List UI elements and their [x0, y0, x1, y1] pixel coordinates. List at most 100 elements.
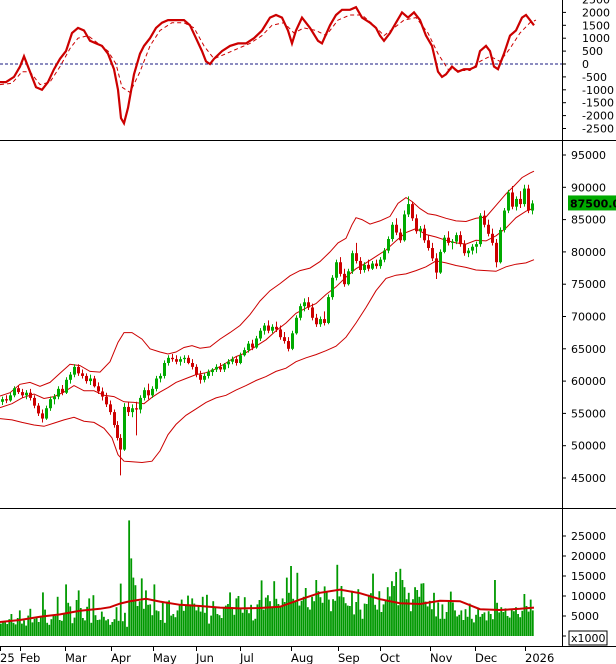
- last-price-badge: [568, 195, 616, 211]
- volume-bar: [361, 618, 364, 636]
- volume-bar: [412, 599, 414, 636]
- volume-bar: [475, 614, 477, 636]
- x-tick-label: 2026: [525, 651, 554, 664]
- candle-body: [116, 425, 119, 438]
- volume-bar: [370, 593, 372, 636]
- volume-bar: [252, 620, 255, 636]
- volume-bar: [241, 612, 244, 636]
- volume-bar: [233, 614, 236, 636]
- volume-bar: [105, 620, 107, 636]
- candle-body: [199, 374, 202, 380]
- volume-bar: [121, 621, 124, 636]
- volume-bar: [401, 580, 404, 636]
- volume-bar: [151, 615, 154, 636]
- candle-body: [371, 263, 374, 269]
- candle-body: [151, 388, 154, 396]
- candle-body: [77, 366, 80, 374]
- bollinger-upper-band: [0, 170, 535, 397]
- candle-body: [89, 378, 92, 382]
- candle-body: [21, 392, 24, 396]
- candle-body: [1, 399, 4, 402]
- candle-body: [295, 317, 298, 334]
- oscillator-tick-label: 1500: [582, 19, 610, 32]
- candle-body: [463, 244, 466, 254]
- volume-bar: [52, 615, 55, 636]
- last-price-label: 87500.00: [570, 197, 616, 210]
- volume-bar: [403, 587, 406, 636]
- volume-bar: [254, 618, 257, 636]
- candle-body: [109, 404, 112, 413]
- candle-body: [331, 277, 334, 298]
- candle-body: [303, 302, 306, 307]
- volume-bar: [176, 610, 179, 636]
- volume-bar: [14, 624, 17, 636]
- candle-body: [119, 437, 122, 450]
- volume-bar: [94, 615, 97, 636]
- x-tick-label: Sep: [338, 651, 360, 664]
- volume-bar: [325, 591, 328, 636]
- volume-bar: [88, 598, 91, 636]
- volume-bar: [199, 611, 202, 636]
- candle-body: [69, 374, 72, 380]
- volume-bar: [510, 608, 513, 636]
- candle-body: [131, 408, 134, 413]
- candle-body: [207, 372, 210, 376]
- volume-bar: [65, 584, 67, 636]
- candle-body: [53, 396, 56, 400]
- volume-bar: [319, 597, 322, 636]
- volume-bar: [180, 599, 183, 636]
- volume-bar: [279, 605, 282, 636]
- volume-bar: [39, 616, 42, 636]
- volume-bar: [50, 619, 53, 636]
- candle-body: [113, 412, 116, 426]
- volume-bar: [161, 602, 164, 636]
- volume-bar: [523, 594, 526, 636]
- volume-bar: [109, 624, 112, 636]
- volume-bar: [525, 606, 528, 636]
- volume-bar: [48, 624, 51, 636]
- volume-moving-average: [0, 588, 535, 623]
- volume-bar: [269, 601, 271, 636]
- candle-body: [271, 326, 274, 331]
- volume-bar: [285, 577, 288, 636]
- candle-body: [97, 386, 100, 392]
- volume-bar: [218, 615, 221, 636]
- candle-body: [239, 355, 242, 364]
- volume-bar: [12, 622, 15, 636]
- volume-bar: [124, 612, 126, 636]
- candle-body: [367, 264, 370, 269]
- volume-bar: [37, 622, 40, 636]
- volume-bar: [0, 623, 2, 636]
- oscillator-tick-label: 500: [582, 45, 603, 58]
- candle-body: [467, 250, 470, 254]
- volume-unit-label: x1000: [571, 632, 606, 645]
- volume-bar: [103, 616, 105, 636]
- candle-body: [411, 204, 414, 219]
- volume-bar: [201, 596, 204, 636]
- volume-bar: [426, 606, 429, 636]
- candle-body: [527, 188, 530, 211]
- volume-bar: [128, 520, 131, 636]
- volume-bar: [79, 608, 82, 636]
- volume-bar: [54, 616, 57, 636]
- volume-bar: [414, 587, 416, 636]
- candle-body: [9, 395, 12, 401]
- volume-bar: [348, 606, 351, 636]
- volume-bar: [235, 598, 238, 636]
- x-tick-label: Apr: [111, 651, 131, 664]
- volume-bar: [460, 610, 463, 636]
- volume-bar: [245, 609, 248, 636]
- candle-body: [507, 192, 510, 211]
- volume-bar: [500, 607, 503, 636]
- volume-bar: [306, 607, 309, 636]
- candle-body: [479, 215, 482, 245]
- candle-body: [93, 378, 96, 387]
- candle-body: [387, 238, 390, 251]
- volume-bar: [239, 609, 242, 636]
- volume-bar: [363, 603, 366, 636]
- volume-bar: [372, 573, 374, 636]
- volume-bar: [16, 618, 19, 636]
- volume-bar: [374, 604, 377, 636]
- volume-bar: [248, 613, 250, 636]
- volume-tick-label: 20000: [571, 550, 606, 563]
